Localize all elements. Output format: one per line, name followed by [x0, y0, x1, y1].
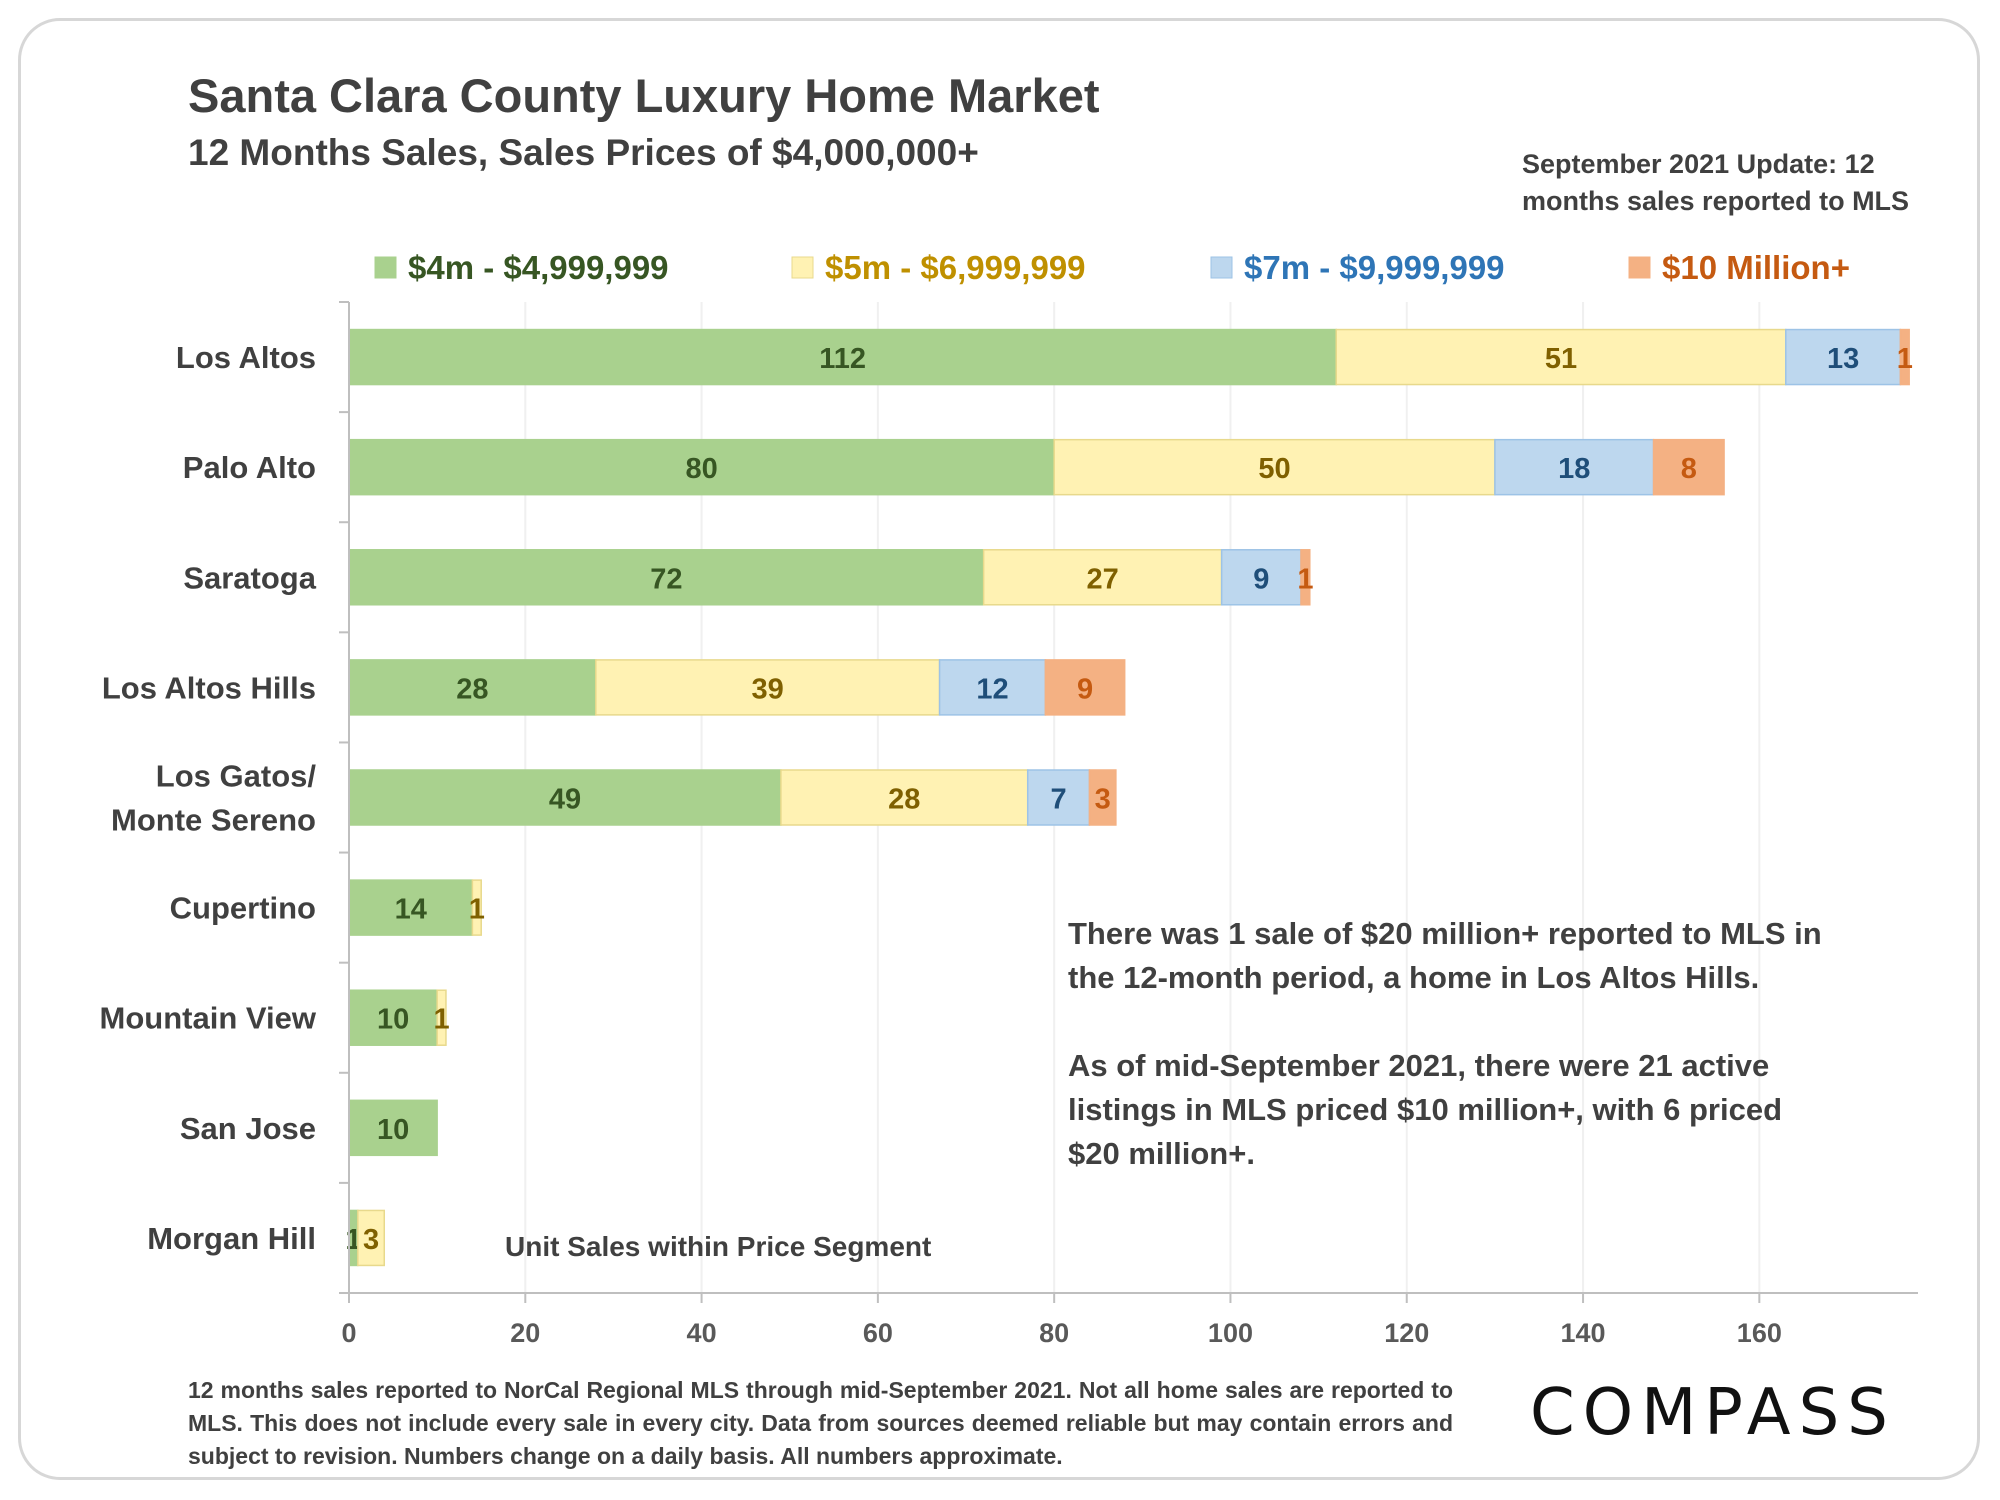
- axes: 0 20 40 60 80 100 120 140 160 Los Altos Palo Alto S…: [100, 301, 1918, 1348]
- bar-segment: [348, 769, 782, 826]
- category-label: Cupertino: [170, 891, 316, 926]
- bar-segment: [1053, 438, 1496, 496]
- data-label: 50: [1258, 453, 1290, 485]
- bar-segment: [348, 328, 1337, 386]
- bar-segment: [595, 659, 941, 716]
- bar-segment: [348, 438, 1055, 496]
- x-tick-label: 40: [687, 1318, 717, 1348]
- data-label: 28: [456, 673, 488, 705]
- data-label: 1: [1297, 563, 1313, 595]
- data-label: 27: [1087, 563, 1119, 595]
- data-label: 39: [752, 673, 784, 705]
- x-tick-label: 120: [1384, 1318, 1429, 1348]
- bars: 112 51 13 180 50 18 872 27 9 128 39 12 949 28 7 314 110 1…: [345, 328, 1913, 1267]
- category-label: Los Altos: [176, 340, 316, 375]
- data-label: 10: [377, 1004, 409, 1036]
- category-label: San Jose: [180, 1111, 316, 1146]
- bar-segment: [1220, 549, 1302, 606]
- data-label: 14: [395, 894, 427, 926]
- x-tick-label: 140: [1561, 1318, 1606, 1348]
- data-label: 10: [377, 1114, 409, 1146]
- category-label: Palo Alto: [183, 450, 316, 485]
- category-label: Monte Sereno: [111, 803, 316, 838]
- bar-segment: [436, 989, 447, 1046]
- annotation-box: There was 1 sale of $20 million+ reporte…: [1068, 912, 1828, 1220]
- bar-segment: [1785, 328, 1902, 386]
- category-label: Mountain View: [100, 1001, 317, 1036]
- bar-segment: [1899, 328, 1910, 386]
- data-label: 3: [1095, 784, 1111, 816]
- chart-subtitle: 12 Months Sales, Sales Prices of $4,000,…: [188, 132, 979, 173]
- bar-segment: [938, 659, 1047, 716]
- data-label: 1: [469, 894, 485, 926]
- bar-segment: [1300, 549, 1311, 606]
- category-label: Los Gatos/: [156, 759, 317, 794]
- legend-label: $7m - $9,999,999: [1244, 249, 1505, 286]
- legend-label: $5m - $6,999,999: [825, 249, 1086, 286]
- bar-segment: [1335, 328, 1787, 386]
- category-label: Saratoga: [183, 560, 316, 595]
- data-label: 3: [363, 1224, 379, 1256]
- bar-segment: [1494, 438, 1655, 496]
- x-tick-label: 80: [1039, 1318, 1069, 1348]
- data-label: 1: [433, 1004, 449, 1036]
- data-label: 112: [819, 343, 866, 375]
- compass-logo: COMPASS: [1530, 1376, 1896, 1450]
- data-label: 12: [976, 673, 1008, 705]
- data-label: 7: [1051, 784, 1067, 816]
- bar-segment: [1044, 659, 1126, 716]
- chart-title: Santa Clara County Luxury Home Market: [188, 69, 1100, 122]
- data-label: 80: [685, 453, 717, 485]
- bar-segment: [348, 659, 597, 716]
- x-tick-label: 20: [510, 1318, 540, 1348]
- bar-segment: [348, 1099, 438, 1157]
- update-note: September 2021 Update: 12 months sales r…: [1522, 149, 1910, 216]
- data-label: 51: [1545, 343, 1577, 375]
- data-label: 49: [549, 784, 581, 816]
- legend-swatch: [1628, 256, 1651, 279]
- footnote: 12 months sales reported to NorCal Regio…: [188, 1377, 1453, 1469]
- data-label: 1: [1897, 343, 1913, 375]
- data-label: 13: [1827, 343, 1859, 375]
- bar-segment: [982, 549, 1223, 606]
- legend: $4m - $4,999,999 $5m - $6,999,999 $7m - $9…: [374, 249, 1850, 286]
- chart-card: [18, 18, 1980, 1480]
- data-label: 28: [888, 784, 920, 816]
- legend-swatch: [1210, 256, 1233, 279]
- data-label: 9: [1253, 563, 1269, 595]
- x-tick-label: 160: [1737, 1318, 1782, 1348]
- x-tick-label: 60: [863, 1318, 893, 1348]
- x-axis-title: Unit Sales within Price Segment: [505, 1231, 931, 1262]
- legend-label: $4m - $4,999,999: [408, 249, 669, 286]
- data-label: 72: [650, 563, 682, 595]
- legend-swatch: [374, 256, 397, 279]
- bar-segment: [1652, 438, 1725, 496]
- bar-segment: [471, 879, 482, 936]
- x-tick-label: 0: [341, 1318, 356, 1348]
- data-label: 8: [1681, 453, 1697, 485]
- data-label: 18: [1558, 453, 1590, 485]
- bar-segment: [348, 989, 438, 1046]
- bar-segment: [348, 549, 985, 606]
- data-label: 9: [1077, 673, 1093, 705]
- annotation-text-1: There was 1 sale of $20 million+ reporte…: [1068, 916, 1822, 995]
- x-tick-label: 100: [1208, 1318, 1253, 1348]
- category-label: Morgan Hill: [147, 1221, 316, 1256]
- legend-label: $10 Million+: [1662, 249, 1850, 286]
- category-label: Los Altos Hills: [102, 670, 316, 705]
- legend-swatch: [791, 256, 814, 279]
- annotation-text-2: As of mid-September 2021, there were 21 …: [1068, 1048, 1783, 1171]
- bar-segment: [357, 1209, 386, 1267]
- bar-segment: [1088, 769, 1117, 826]
